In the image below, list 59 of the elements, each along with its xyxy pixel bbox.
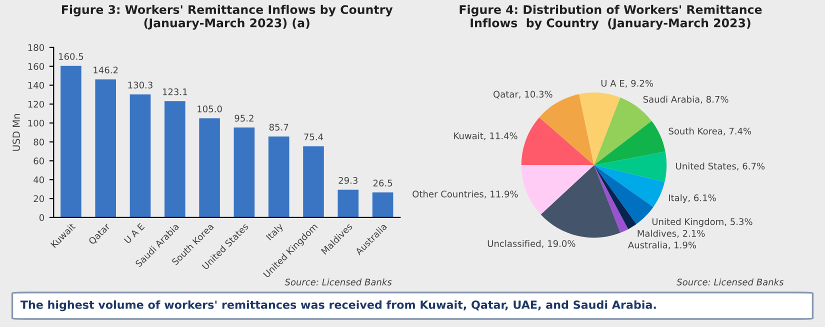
- pie-slice: [521, 117, 594, 166]
- bar: [372, 192, 394, 218]
- data-label: 85.7: [269, 124, 288, 131]
- data-label: 105.0: [198, 106, 222, 112]
- slice-label: Saudi Arabia, 8.7%: [643, 96, 728, 104]
- bar: [303, 146, 324, 218]
- pie-slice: [594, 152, 667, 182]
- text: The highest volume of workers' remittances was received from Kuwait, Qatar, UAE, and Saudi Arabia.: [20, 300, 656, 312]
- slice-label: Australia, 1.9%: [628, 241, 696, 250]
- bar: [60, 66, 82, 218]
- y-tick-label: 0: [39, 214, 44, 222]
- pie-slice: [579, 92, 620, 166]
- y-tick-label: 20: [34, 195, 44, 202]
- data-label: 130.3: [128, 82, 152, 88]
- data-label: 123.1: [162, 88, 187, 96]
- slice-label: Maldives, 2.1%: [638, 230, 705, 238]
- data-label: 26.5: [373, 180, 392, 187]
- slice-label: Italy, 6.1%: [668, 194, 716, 203]
- slice-label: Qatar, 10.3%: [493, 90, 552, 99]
- chart-title: Figure 4: Distribution of Workers' Remittance Inflows by Country (January-March 2023): [460, 4, 762, 30]
- y-axis-title: USD Mn: [12, 114, 20, 151]
- pie-slice: [594, 121, 666, 166]
- slice-label: Kuwait, 11.4%: [454, 132, 518, 140]
- y-tick-label: 180: [28, 44, 44, 51]
- pie-slice: [594, 165, 665, 208]
- bar: [164, 101, 186, 218]
- y-tick-label: 160: [28, 63, 44, 70]
- x-tick-label: U A E: [124, 222, 145, 244]
- data-label: 160.5: [59, 53, 84, 60]
- pie-slice: [521, 165, 594, 214]
- pie-slice: [540, 165, 620, 238]
- bar: [95, 79, 116, 218]
- data-label: 146.2: [94, 66, 118, 74]
- bar: [268, 136, 290, 218]
- pie-slice: [594, 165, 636, 230]
- y-tick-label: 60: [34, 158, 44, 164]
- data-label: 29.3: [338, 177, 358, 184]
- slice-label: South Korea, 7.4%: [668, 128, 752, 136]
- slice-label: U A E, 9.2%: [601, 80, 654, 88]
- bar: [338, 190, 359, 218]
- y-tick-label: 120: [28, 100, 44, 108]
- bar: [130, 94, 151, 218]
- data-label: 95.2: [234, 114, 254, 122]
- pie-slice: [594, 165, 654, 224]
- slice-label: Other Countries, 11.9%: [412, 190, 518, 198]
- source-note: Source: Licensed Banks: [284, 278, 392, 286]
- y-tick-label: 100: [28, 120, 44, 127]
- slice-label: United Kingdom, 5.3%: [652, 218, 752, 227]
- source-note: Source: Licensed Banks: [676, 278, 784, 286]
- y-tick-label: 40: [34, 176, 44, 184]
- y-tick-label: 80: [34, 138, 44, 146]
- slice-label: Unclassified, 19.0%: [488, 240, 576, 248]
- bar: [234, 128, 255, 218]
- data-label: 75.4: [304, 134, 324, 140]
- pie-slice: [594, 165, 628, 233]
- bar: [199, 118, 220, 218]
- chart-title: Figure 3: Workers' Remittance Inflows by Country (January-March 2023) (a): [62, 4, 393, 30]
- slice-label: United States, 6.7%: [676, 162, 765, 170]
- y-tick-label: 140: [28, 82, 44, 89]
